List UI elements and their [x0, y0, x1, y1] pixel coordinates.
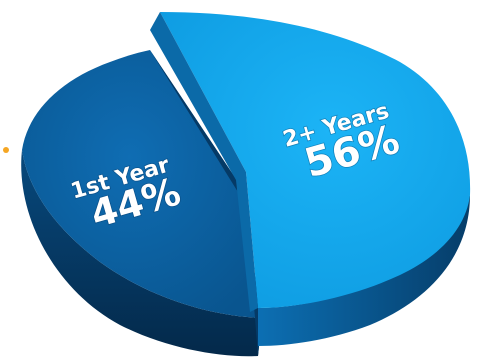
- slice-side-1st-year: [21, 150, 262, 357]
- slice-1st-year[interactable]: [22, 50, 262, 318]
- accent-dot: [3, 147, 9, 153]
- label-group-2-years: 2+ Years 56%: [280, 98, 406, 188]
- slice-side-2-years: [258, 195, 470, 346]
- slice-2-years[interactable]: [160, 12, 471, 308]
- slice-2-years-inner-edge: [150, 12, 258, 312]
